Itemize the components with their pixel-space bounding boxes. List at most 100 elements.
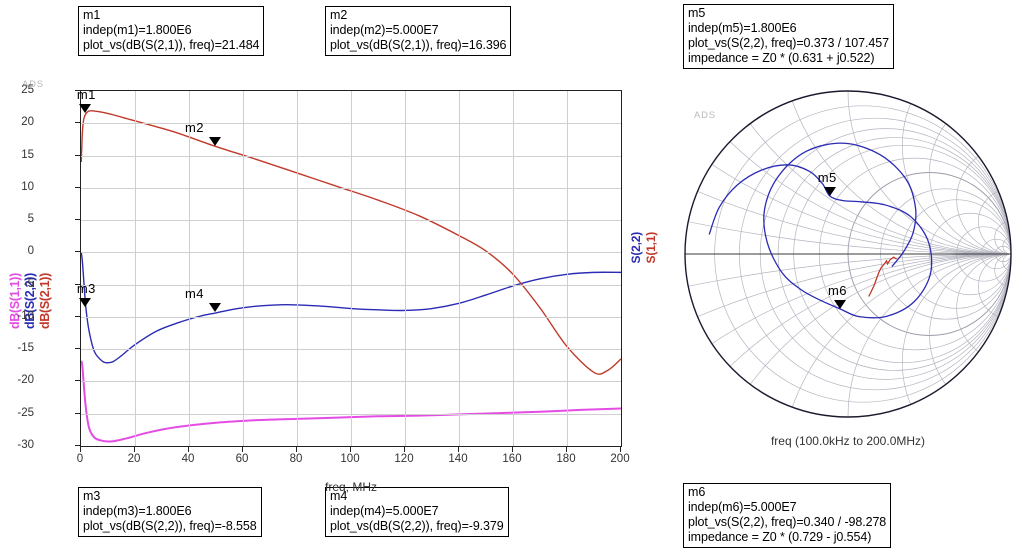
y-tick-label: -5	[0, 278, 34, 290]
y-tick-label: 5	[0, 213, 34, 225]
marker-box-m2[interactable]: m2 indep(m2)=5.000E7 plot_vs(dB(S(2,1)),…	[325, 6, 511, 56]
marker-box-m6[interactable]: m6 indep(m6)=5.000E7 plot_vs(S(2,2), fre…	[683, 483, 891, 548]
marker-label-m5: m5	[818, 170, 837, 185]
y-legend-s21: dB(S(2,1))	[38, 273, 52, 329]
marker-m2-value: plot_vs(dB(S(2,1)), freq)=16.396	[330, 38, 506, 53]
x-axis-title: freq, MHz	[80, 480, 622, 494]
marker-triangle-icon	[79, 298, 91, 307]
x-tick-mark	[242, 447, 243, 452]
y-tick-mark	[75, 380, 80, 381]
smith-reactance-arc	[672, 254, 1024, 427]
marker-m6-name: m6	[688, 485, 886, 500]
grid-line-vertical	[243, 91, 244, 446]
x-tick-mark	[620, 447, 621, 452]
marker-m6-impedance: impedance = Z0 * (0.729 - j0.554)	[688, 530, 886, 545]
x-tick-label: 120	[394, 453, 413, 465]
marker-m2-name: m2	[330, 8, 506, 23]
marker-triangle-icon	[824, 187, 836, 196]
grid-line-vertical	[135, 91, 136, 446]
smith-curve-S11	[869, 257, 897, 296]
x-tick-label: 20	[128, 453, 141, 465]
grid-line-vertical	[189, 91, 190, 446]
marker-m3-indep: indep(m3)=1.800E6	[83, 504, 257, 519]
marker-m5-name: m5	[688, 6, 889, 21]
y-tick-mark	[75, 413, 80, 414]
y-tick-label: 20	[0, 116, 34, 128]
marker-m6-value: plot_vs(S(2,2), freq)=0.340 / -98.278	[688, 515, 886, 530]
y-tick-label: 10	[0, 181, 34, 193]
x-tick-mark	[404, 447, 405, 452]
marker-triangle-icon	[834, 300, 846, 309]
marker-box-m1[interactable]: m1 indep(m1)=1.800E6 plot_vs(dB(S(2,1)),…	[78, 6, 264, 56]
smith-legend-s22: S(2,2)	[629, 232, 643, 263]
marker-m2-indep: indep(m2)=5.000E7	[330, 23, 506, 38]
marker-box-m5[interactable]: m5 indep(m5)=1.800E6 plot_vs(S(2,2), fre…	[683, 4, 894, 69]
smith-reactance-arc	[672, 254, 1024, 427]
x-tick-mark	[80, 447, 81, 452]
marker-box-m3[interactable]: m3 indep(m3)=1.800E6 plot_vs(dB(S(2,2)),…	[78, 487, 262, 537]
y-tick-mark	[75, 316, 80, 317]
smith-reactance-arc	[672, 254, 1024, 427]
marker-m6-indep: indep(m6)=5.000E7	[688, 500, 886, 515]
y-tick-label: 0	[0, 245, 34, 257]
x-tick-mark	[188, 447, 189, 452]
plot-frame	[80, 90, 622, 447]
y-tick-label: -10	[0, 310, 34, 322]
marker-box-m4[interactable]: m4 indep(m4)=5.000E7 plot_vs(dB(S(2,2)),…	[325, 487, 509, 537]
y-tick-label: -20	[0, 374, 34, 386]
y-tick-label: -15	[0, 342, 34, 354]
smith-reactance-arc	[685, 254, 1024, 427]
y-tick-mark	[75, 187, 80, 188]
marker-m3-value: plot_vs(dB(S(2,2)), freq)=-8.558	[83, 519, 257, 534]
grid-line-vertical	[567, 91, 568, 446]
y-tick-mark	[75, 348, 80, 349]
x-tick-label: 180	[556, 453, 575, 465]
x-tick-label: 100	[340, 453, 359, 465]
x-tick-mark	[134, 447, 135, 452]
x-tick-label: 200	[610, 453, 629, 465]
y-tick-label: 15	[0, 149, 34, 161]
marker-m4-value: plot_vs(dB(S(2,2)), freq)=-9.379	[330, 519, 504, 534]
smith-chart-caption: freq (100.0kHz to 200.0MHz)	[672, 434, 1024, 448]
y-tick-mark	[75, 251, 80, 252]
x-tick-label: 160	[502, 453, 521, 465]
marker-m1-indep: indep(m1)=1.800E6	[83, 23, 259, 38]
marker-m1-name: m1	[83, 8, 259, 23]
grid-line-vertical	[405, 91, 406, 446]
marker-label-m2: m2	[185, 120, 204, 135]
marker-label-m6: m6	[828, 283, 847, 298]
x-tick-label: 140	[448, 453, 467, 465]
marker-label-m4: m4	[185, 286, 204, 301]
grid-line-vertical	[513, 91, 514, 446]
x-tick-mark	[512, 447, 513, 452]
x-tick-mark	[458, 447, 459, 452]
y-tick-label: -25	[0, 407, 34, 419]
x-tick-mark	[296, 447, 297, 452]
x-tick-label: 0	[77, 453, 83, 465]
y-tick-mark	[75, 445, 80, 446]
smith-reactance-arc	[778, 254, 1024, 427]
marker-triangle-icon	[79, 104, 91, 113]
smith-reactance-arc	[672, 82, 1024, 254]
smith-chart[interactable]: ADS freq (100.0kHz to 200.0MHz) m5 m6	[672, 82, 1024, 452]
x-tick-label: 80	[290, 453, 303, 465]
smith-chart-graphics	[672, 82, 1024, 427]
marker-m5-impedance: impedance = Z0 * (0.631 + j0.522)	[688, 51, 889, 66]
marker-m1-value: plot_vs(dB(S(2,1)), freq)=21.484	[83, 38, 259, 53]
y-tick-label: -30	[0, 439, 34, 451]
grid-line-vertical	[459, 91, 460, 446]
grid-line-vertical	[297, 91, 298, 446]
marker-label-m3: m3	[77, 281, 96, 296]
rectangular-sparam-plot[interactable]: ADS dB(S(1,1)) dB(S(2,2)) dB(S(2,1)) -30…	[0, 75, 660, 475]
x-tick-mark	[350, 447, 351, 452]
x-tick-label: 60	[236, 453, 249, 465]
smith-chart-legend: S(2,2) S(1,1)	[629, 232, 658, 263]
smith-reactance-arc	[672, 82, 1024, 254]
y-tick-label: 25	[0, 84, 34, 96]
y-tick-mark	[75, 155, 80, 156]
y-tick-mark	[75, 122, 80, 123]
ads-watermark-smith: ADS	[694, 110, 716, 121]
smith-legend-s11: S(1,1)	[644, 232, 658, 263]
x-tick-mark	[566, 447, 567, 452]
